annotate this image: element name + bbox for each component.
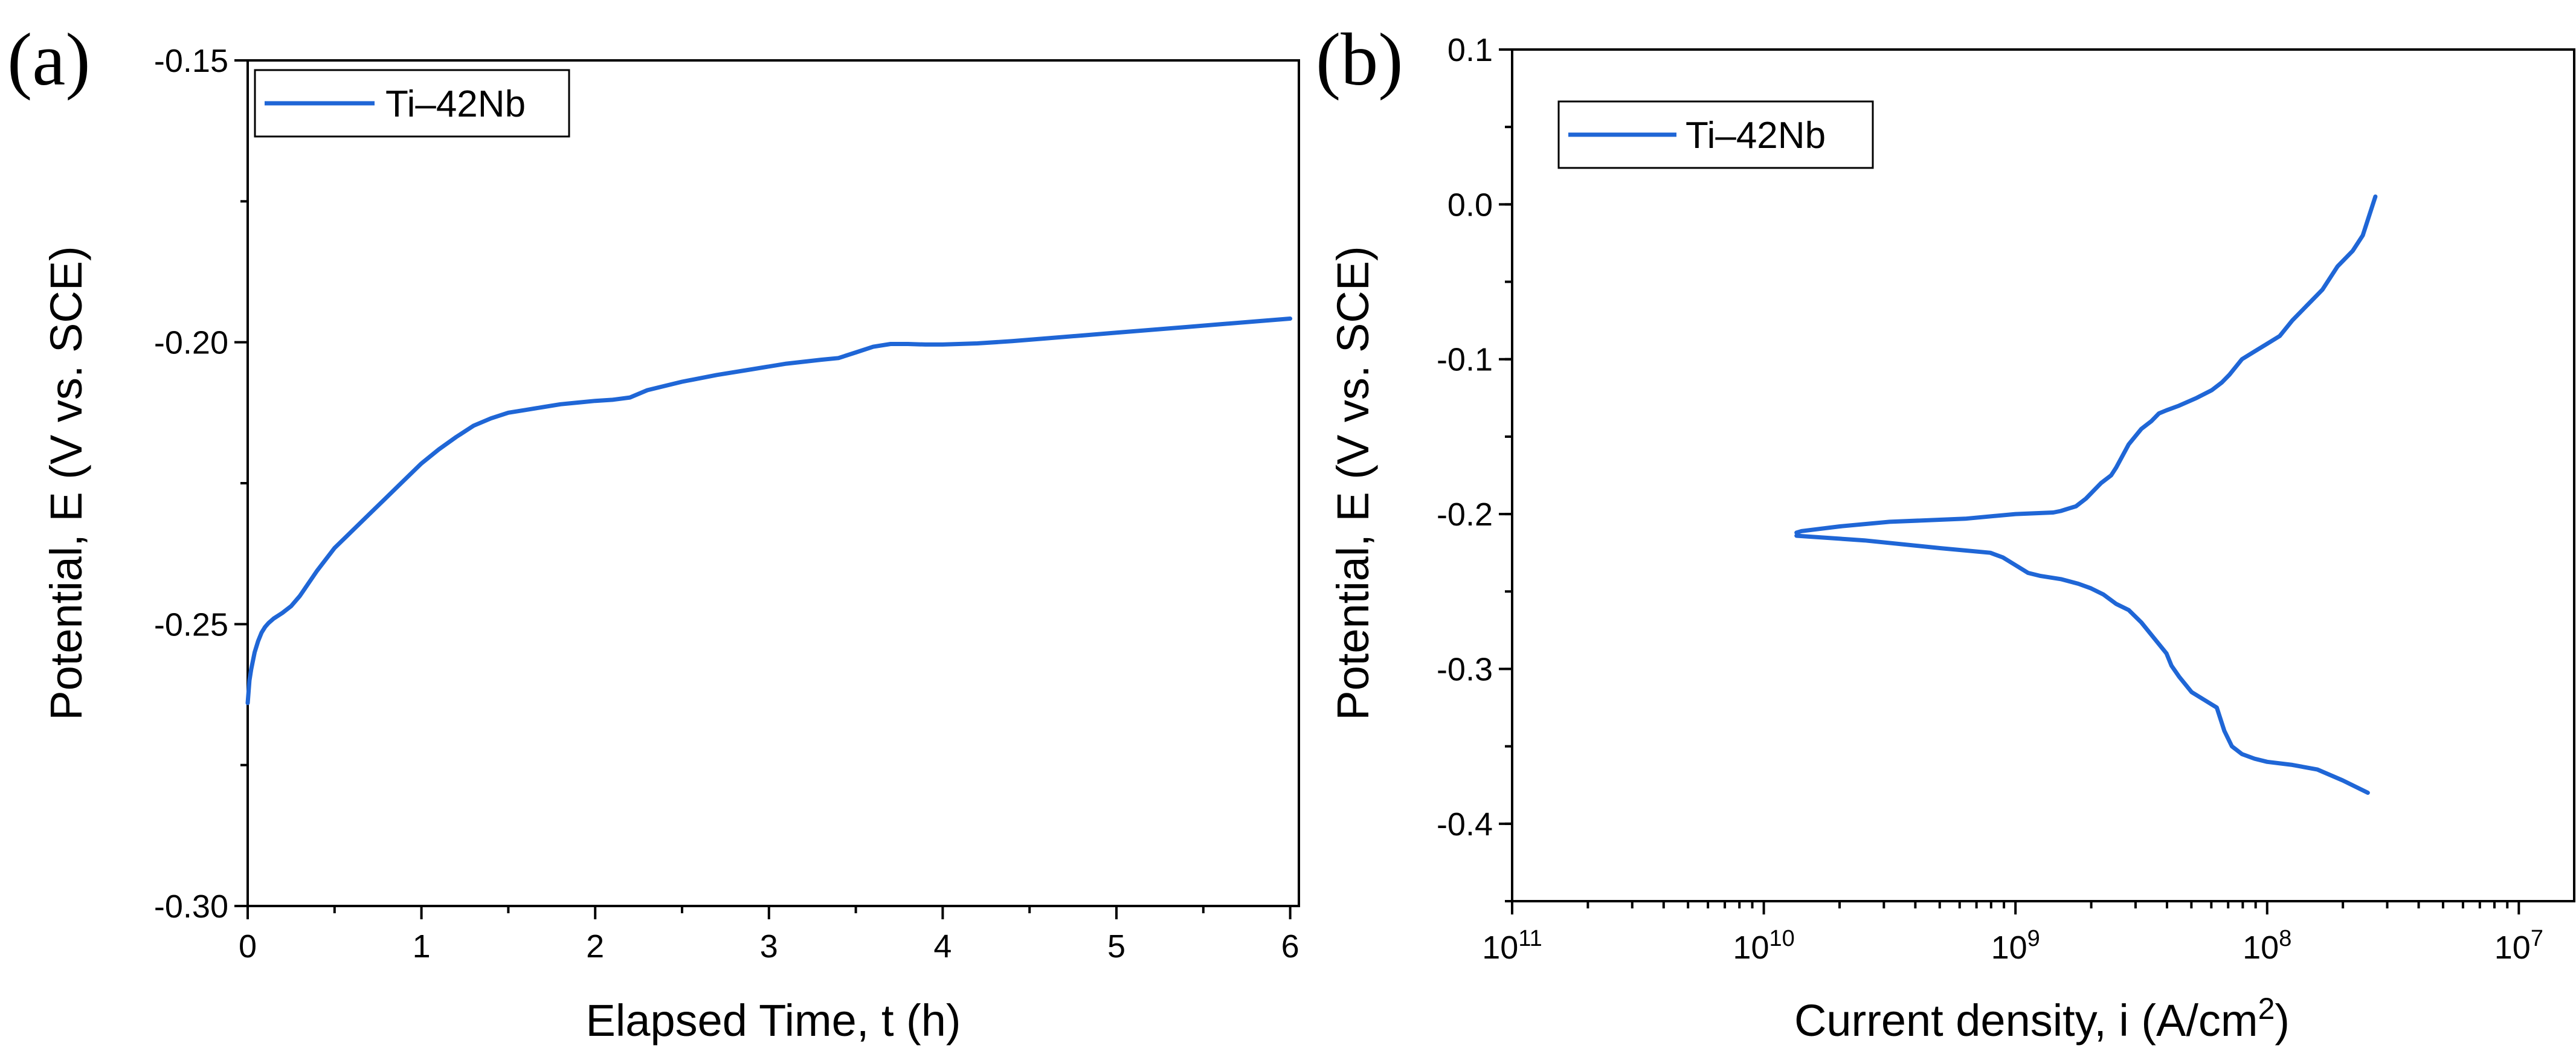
panel-a-x-tick-labels: 0 1 2 3 4 5 6 [239, 928, 1299, 965]
panel-b-x-tick-exponent: 10 [1769, 926, 1794, 951]
panel-b-x-tick-base: 10 [2243, 930, 2279, 966]
panel-a-x-tick-label: 3 [760, 928, 778, 965]
panel-a-x-tick-label: 1 [413, 928, 431, 965]
panel-b-x-tick-label: 107 [2494, 926, 2543, 966]
panel-b-y-tick-label: -0.4 [1437, 806, 1493, 843]
panel-a-y-tick-label: -0.25 [154, 606, 228, 643]
panel-b-x-tick-label: 1011 [1482, 926, 1542, 966]
panel-b-y-tick-label: -0.1 [1437, 342, 1493, 378]
panel-a-x-axis-title: Elapsed Time, t (h) [585, 995, 961, 1046]
panel-b-y-tick-labels: -0.4 -0.3 -0.2 -0.1 0.0 0.1 [1437, 32, 1493, 843]
panel-b-x-tick-label: 108 [2243, 926, 2291, 966]
panel-b-x-tick-exponent: 7 [2531, 926, 2543, 951]
panel-b-x-tick-base: 10 [1733, 930, 1769, 966]
panel-b-legend: Ti–42Nb [1557, 100, 1874, 169]
panel-b-x-axis-title-end: ) [2275, 995, 2290, 1046]
panel-a-y-tick-labels: -0.30 -0.25 -0.20 -0.15 [154, 43, 228, 925]
panel-a-x-tick-label: 0 [239, 928, 257, 965]
panel-a-legend-label: Ti–42Nb [385, 83, 526, 125]
panel-a-y-tick-label: -0.15 [154, 43, 228, 79]
panel-b-y-tick-label: -0.2 [1437, 496, 1493, 533]
panel-b-y-tick-label: -0.3 [1437, 651, 1493, 687]
panel-b-x-tick-label: 109 [1991, 926, 2040, 966]
panel-b-cathodic-branch-line [1794, 533, 2370, 795]
panel-a-legend: Ti–42Nb [254, 69, 570, 138]
panel-b-x-tick-base: 10 [2494, 930, 2531, 966]
panel-b-legend-label: Ti–42Nb [1686, 115, 1826, 156]
panel-a-ticks [234, 59, 1292, 919]
panel-a-x-tick-label: 4 [933, 928, 952, 965]
panel-b-x-tick-exponent: 9 [2027, 926, 2040, 951]
panel-b-legend-box [1557, 100, 1874, 169]
panel-b-anodic-branch-line [1794, 194, 2378, 535]
panel-a-y-tick-label: -0.30 [154, 888, 228, 925]
chart-panel-a: (a) 0 1 2 3 4 5 6 -0.30 -0.25 -0.20 -0.15 Ti–42Nb… [7, 18, 1300, 1046]
panel-b-y-axis-title: Potential, E (V vs. SCE) [1328, 246, 1378, 721]
panel-a-x-tick-label: 5 [1107, 928, 1125, 965]
panel-a-x-tick-label: 2 [586, 928, 604, 965]
panel-b-x-axis-title-superscript: 2 [2258, 992, 2275, 1026]
panel-b-ticks [1499, 48, 2520, 914]
panel-b-y-tick-label: 0.1 [1447, 32, 1493, 68]
panel-b-x-tick-exponent: 8 [2279, 926, 2291, 951]
panel-b-x-tick-exponent: 11 [1518, 926, 1542, 951]
panel-a-y-axis-title: Potential, E (V vs. SCE) [41, 246, 91, 721]
chart-panel-b: (b) 1011 1010 109 108 107 -0.4-0.3-0.2-0.10.… [1316, 18, 2575, 1046]
panel-a-y-tick-label: -0.20 [154, 325, 228, 361]
panel-b-label: (b) [1316, 18, 1403, 101]
panel-b-x-axis-title-main: Current density, i (A/cm [1794, 995, 2258, 1046]
panel-b-x-tick-base: 10 [1482, 930, 1518, 966]
panel-b-x-tick-label: 1010 [1733, 926, 1794, 966]
panel-a-series-line [245, 316, 1293, 705]
panel-b-y-tick-label: 0.0 [1447, 187, 1493, 223]
panel-b-x-tick-labels: 1011 1010 109 108 107 [1482, 926, 2543, 966]
panel-b-plot-frame [1511, 48, 2575, 902]
panel-a-x-tick-label: 6 [1281, 928, 1299, 965]
panel-b-x-tick-base: 10 [1991, 930, 2027, 966]
panel-b-x-axis-title: Current density, i (A/cm2) [1794, 992, 2290, 1046]
panel-a-label: (a) [7, 18, 91, 101]
